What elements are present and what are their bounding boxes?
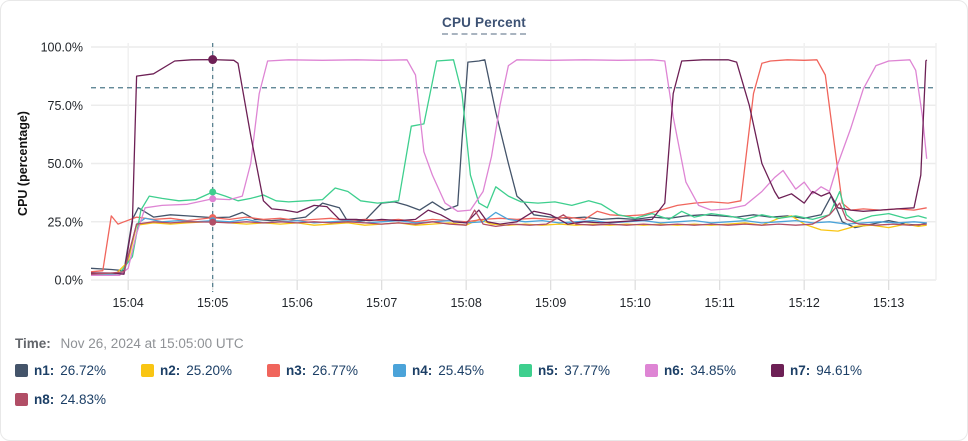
series-line-n7: [91, 58, 928, 275]
cpu-chart-svg[interactable]: 0.0% 25.0% 50.0% 75.0% 100.0% 15:04 15:05 15:06…: [1, 35, 968, 320]
x-tick-label: 15:06: [282, 296, 313, 310]
series-line-n5: [90, 59, 927, 275]
y-tick-label: 50.0%: [48, 157, 83, 171]
legend-value-n3: 26.77%: [312, 363, 359, 378]
legend-value-n7: 94.61%: [816, 363, 863, 378]
y-tick-label: 25.0%: [48, 215, 83, 229]
x-tick-label: 15:12: [789, 296, 820, 310]
legend-value-n5: 37.77%: [564, 363, 611, 378]
x-tick-label: 15:11: [705, 296, 735, 310]
y-tick-label: 75.0%: [48, 99, 83, 113]
legend-item-n1[interactable]: n1: 26.72%: [15, 363, 141, 378]
chart-footer: Time: Nov 26, 2024 at 15:05:00 UTC n1: 26…: [1, 336, 967, 407]
crosshair-marker-n8: [209, 218, 217, 226]
time-value: Nov 26, 2024 at 15:05:00 UTC: [60, 336, 244, 351]
legend-swatch-n8: [15, 393, 28, 406]
legend-item-n3[interactable]: n3: 26.77%: [267, 363, 393, 378]
legend-item-n4[interactable]: n4: 25.45%: [393, 363, 519, 378]
chart-title-row: CPU Percent: [1, 1, 967, 35]
legend-value-n1: 26.72%: [60, 363, 107, 378]
crosshair-marker-n5: [209, 188, 217, 196]
series-line-n8: [90, 202, 927, 275]
legend-item-n6[interactable]: n6: 34.85%: [645, 363, 771, 378]
legend-label-n6: n6:: [664, 363, 685, 378]
x-tick-label: 15:08: [451, 296, 482, 310]
legend-label-n3: n3:: [286, 363, 307, 378]
legend-swatch-n4: [393, 364, 406, 377]
legend-label-n1: n1:: [34, 363, 55, 378]
legend-label-n8: n8:: [34, 392, 55, 407]
legend-swatch-n2: [141, 364, 154, 377]
y-tick-label: 0.0%: [55, 274, 84, 288]
series-line-n4: [90, 211, 927, 276]
legend-label-n4: n4:: [412, 363, 433, 378]
crosshair-marker-n7: [208, 55, 218, 65]
time-label: Time:: [15, 336, 51, 351]
legend-value-n6: 34.85%: [690, 363, 737, 378]
x-tick-label: 15:07: [366, 296, 397, 310]
legend-label-n5: n5:: [538, 363, 559, 378]
x-tick-label: 15:10: [620, 296, 651, 310]
legend: n1: 26.72% n2: 25.20% n3: 26.77% n4: 25.45% n5: 3…: [15, 363, 953, 407]
legend-swatch-n6: [645, 364, 658, 377]
series-line-n3: [90, 59, 927, 273]
legend-value-n8: 24.83%: [60, 392, 107, 407]
legend-item-n2[interactable]: n2: 25.20%: [141, 363, 267, 378]
time-row: Time: Nov 26, 2024 at 15:05:00 UTC: [15, 336, 953, 351]
chart-title: CPU Percent: [442, 15, 526, 35]
y-tick-label: 100.0%: [41, 41, 83, 55]
legend-value-n2: 25.20%: [186, 363, 233, 378]
x-tick-label: 15:05: [197, 296, 228, 310]
x-tick-label: 15:09: [535, 296, 566, 310]
legend-item-n5[interactable]: n5: 37.77%: [519, 363, 645, 378]
y-axis-title: CPU (percentage): [16, 111, 30, 216]
legend-item-n8[interactable]: n8: 24.83%: [15, 392, 141, 407]
legend-value-n4: 25.45%: [438, 363, 485, 378]
series-line-n1: [90, 59, 927, 272]
legend-swatch-n7: [771, 364, 784, 377]
x-tick-label: 15:04: [113, 296, 144, 310]
legend-label-n2: n2:: [160, 363, 181, 378]
crosshair-marker-n6: [209, 195, 217, 203]
legend-swatch-n1: [15, 364, 28, 377]
legend-item-n7[interactable]: n7: 94.61%: [771, 363, 897, 378]
x-tick-label: 15:13: [873, 296, 904, 310]
legend-label-n7: n7:: [790, 363, 811, 378]
legend-swatch-n3: [267, 364, 280, 377]
series-line-n6: [91, 59, 928, 276]
legend-swatch-n5: [519, 364, 532, 377]
